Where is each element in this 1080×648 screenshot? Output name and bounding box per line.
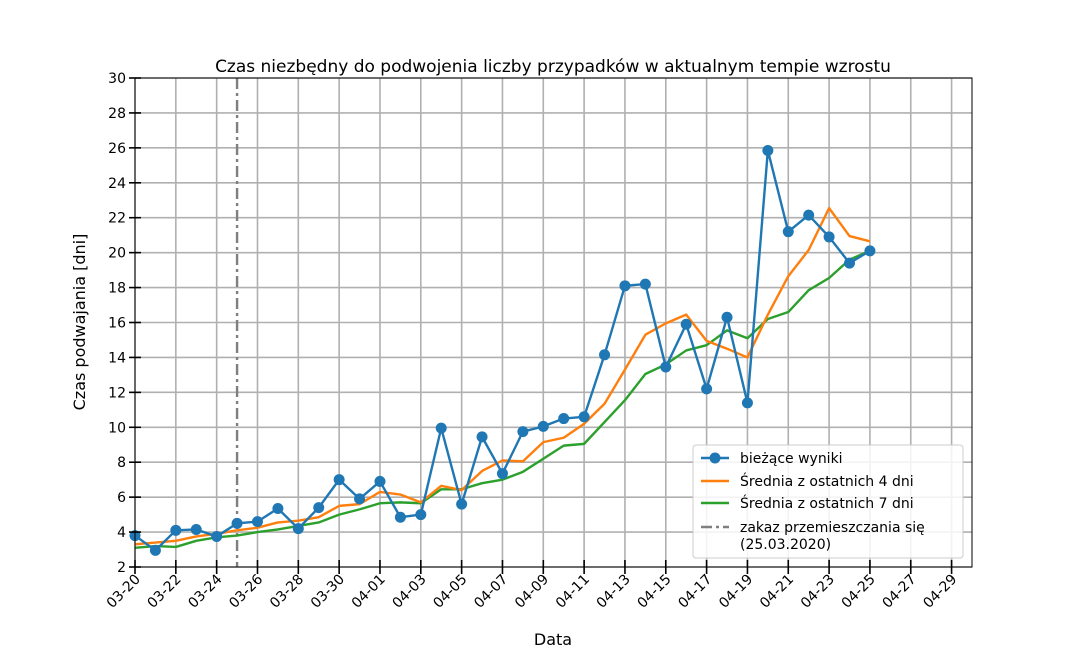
data-point: [762, 144, 774, 156]
data-point: [599, 349, 611, 361]
data-point: [415, 509, 427, 521]
x-tick-label: 04-05: [430, 572, 470, 612]
y-tick-label: 14: [108, 350, 126, 366]
data-point: [170, 524, 182, 536]
y-axis-title: Czas podwajania [dni]: [70, 234, 89, 411]
y-tick-label: 26: [108, 141, 126, 157]
data-point: [701, 383, 713, 395]
data-point: [333, 474, 345, 486]
legend-label-annotation: zakaz przemieszczania się (25.03.2020): [740, 520, 925, 553]
x-tick-label: 04-25: [839, 572, 879, 612]
data-point: [864, 245, 876, 257]
data-point: [823, 231, 835, 243]
data-point: [844, 257, 856, 269]
data-point: [578, 411, 590, 423]
series-line-1: [134, 206, 871, 546]
data-point: [741, 397, 753, 409]
x-tick-label: 03-24: [185, 571, 225, 611]
y-tick-label: 20: [108, 246, 126, 262]
x-tick-label: 04-01: [349, 572, 389, 612]
data-point: [456, 498, 468, 510]
data-point: [435, 422, 447, 434]
x-tick-label: 04-15: [635, 572, 675, 612]
y-tick-label: 28: [108, 106, 126, 122]
y-tick-label: 10: [108, 420, 126, 436]
x-tick-label: 04-07: [471, 572, 511, 612]
x-tick-label: 04-11: [553, 572, 593, 612]
data-point: [517, 426, 529, 438]
y-tick-label: 4: [117, 525, 126, 541]
data-point: [292, 523, 304, 535]
x-tick-label: 04-29: [920, 572, 960, 612]
data-point: [272, 502, 284, 514]
y-tick-label: 2: [117, 560, 126, 576]
data-point: [354, 493, 366, 505]
x-tick-label: 03-26: [226, 571, 266, 611]
data-point: [619, 280, 631, 292]
x-tick-label: 04-03: [390, 572, 430, 612]
x-tick-label: 03-20: [104, 572, 144, 612]
data-point: [190, 523, 202, 535]
data-point: [313, 502, 325, 514]
y-tick-label: 30: [108, 71, 126, 87]
x-tick-label: 04-13: [594, 572, 634, 612]
data-point: [251, 516, 263, 528]
x-tick-label: 04-27: [880, 572, 920, 612]
data-point: [231, 517, 243, 529]
y-tick-label: 12: [108, 385, 126, 401]
data-point: [394, 511, 406, 523]
data-point: [721, 311, 733, 323]
legend-marker: [709, 452, 721, 464]
data-point: [639, 278, 651, 290]
data-point: [149, 544, 161, 556]
x-tick-label: 04-23: [798, 572, 838, 612]
x-axis-title: Data: [534, 630, 572, 648]
data-point: [680, 318, 692, 330]
y-tick-label: 22: [108, 211, 126, 227]
x-tick-label: 03-30: [308, 572, 348, 612]
y-tick-label: 24: [108, 176, 126, 192]
x-tick-label: 04-21: [757, 572, 797, 612]
series-line-2: [134, 249, 871, 549]
data-point: [537, 420, 549, 432]
x-tick-label: 04-19: [716, 572, 756, 612]
chart-title: Czas niezbędny do podwojenia liczby przy…: [215, 57, 891, 77]
data-point: [558, 413, 570, 425]
data-point: [660, 361, 672, 373]
legend-label: Średnia z ostatnich 4 dni: [740, 472, 914, 490]
legend: bieżące wyniki Średnia z ostatnich 4 dni Ś…: [692, 444, 964, 559]
legend-label: Średnia z ostatnich 7 dni: [740, 494, 914, 512]
data-point: [374, 475, 386, 487]
data-point: [211, 530, 223, 542]
y-tick-label: 18: [108, 281, 126, 297]
x-tick-label: 04-09: [512, 572, 552, 612]
y-tick-label: 16: [108, 316, 126, 332]
x-tick-label: 04-17: [675, 572, 715, 612]
data-point: [782, 226, 794, 238]
data-point: [803, 209, 815, 221]
legend-label: bieżące wyniki: [740, 451, 843, 467]
data-point: [476, 431, 488, 443]
y-tick-label: 8: [117, 455, 126, 471]
x-tick-label: 03-28: [267, 572, 307, 612]
series-layer: [129, 144, 876, 556]
legend-box: [692, 444, 964, 559]
x-tick-label: 03-22: [145, 572, 185, 612]
y-tick-label: 6: [117, 490, 126, 506]
data-point: [496, 468, 508, 480]
